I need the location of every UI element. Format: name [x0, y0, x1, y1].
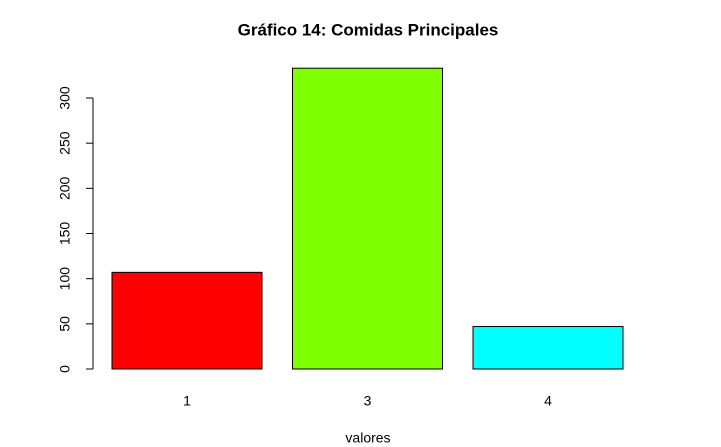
- bar: [111, 271, 263, 370]
- bar: [472, 326, 624, 370]
- y-tick-label: 0: [57, 365, 73, 373]
- x-axis-label: valores: [345, 430, 390, 446]
- y-tick-label: 150: [57, 222, 73, 246]
- y-tick-label: 50: [57, 316, 73, 332]
- x-tick-label: 4: [544, 393, 552, 409]
- bar: [292, 67, 443, 370]
- x-tick-label: 1: [183, 393, 191, 409]
- y-tick-label: 200: [57, 176, 73, 200]
- y-tick-label: 250: [57, 131, 73, 155]
- x-tick-label: 3: [364, 393, 372, 409]
- y-tick-label: 300: [57, 86, 73, 110]
- chart-title: Gráfico 14: Comidas Principales: [238, 20, 499, 39]
- y-tick-label: 100: [57, 267, 73, 291]
